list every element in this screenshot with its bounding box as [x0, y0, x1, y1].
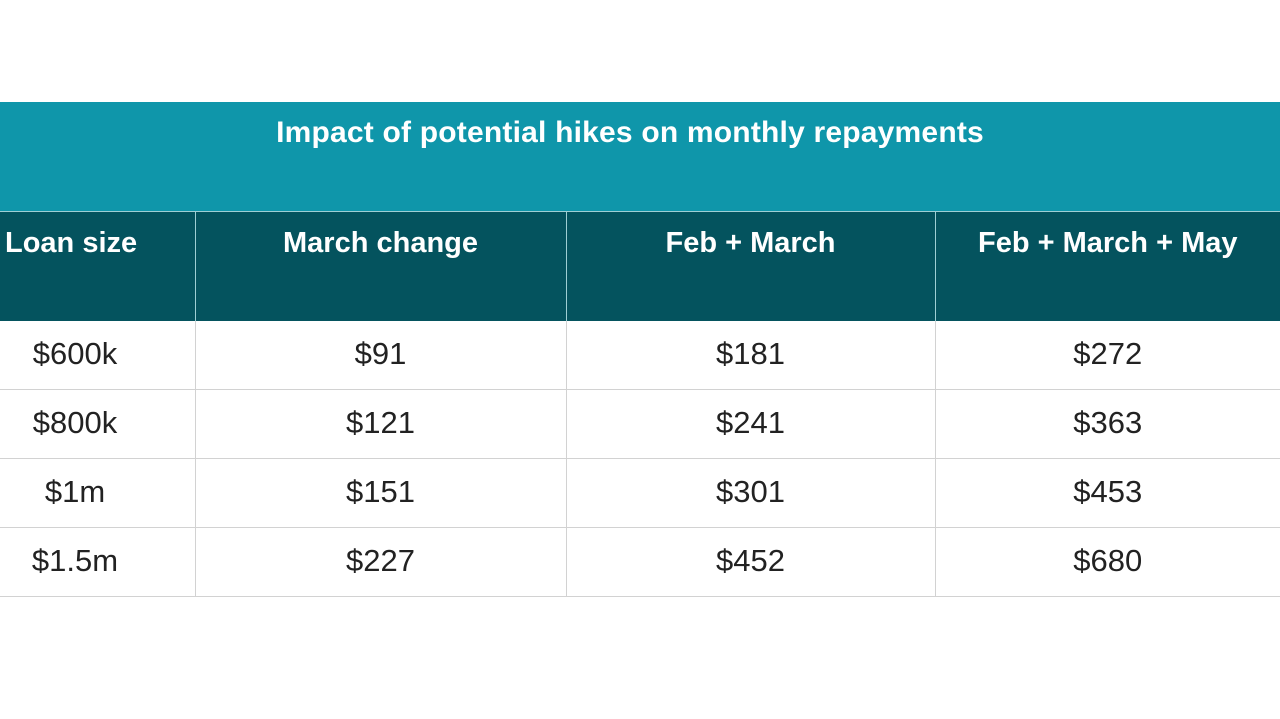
- cell-feb-march: $181: [565, 320, 935, 390]
- header-march-change: March change: [194, 211, 566, 321]
- table-row: $600k $91 $181 $272: [0, 320, 1280, 390]
- cell-loan-size-text: $1.5m: [31, 543, 119, 578]
- cell-feb-march: $301: [565, 458, 935, 528]
- cell-loan-size-text: $600k: [32, 335, 118, 371]
- header-feb-march-may: Feb + March + May: [934, 211, 1280, 321]
- header-loan-size: Loan size: [0, 211, 195, 321]
- cell-feb-march-may: $363: [934, 389, 1280, 459]
- cell-loan-size: $600k: [0, 320, 195, 390]
- cell-feb-march: $452: [565, 527, 935, 597]
- cell-march-change: $91: [194, 320, 566, 390]
- cell-loan-size-text: $800k: [32, 405, 118, 440]
- table-row: $800k $121 $241 $363: [0, 389, 1280, 459]
- cell-feb-march: $241: [565, 389, 935, 459]
- repayment-table: Loan size March change Feb + March Feb +…: [0, 211, 1280, 597]
- cell-loan-size: $800k: [0, 389, 195, 459]
- cell-march-change: $121: [194, 389, 566, 459]
- cell-feb-march-may: $680: [934, 527, 1280, 597]
- cell-loan-size-text: $1m: [44, 474, 106, 509]
- cell-march-change: $151: [194, 458, 566, 528]
- table-row: $1m $151 $301 $453: [0, 458, 1280, 528]
- cell-feb-march-may: $453: [934, 458, 1280, 528]
- cell-feb-march-may: $272: [934, 320, 1280, 390]
- header-feb-march: Feb + March: [565, 211, 935, 321]
- header-row: Loan size March change Feb + March Feb +…: [0, 211, 1280, 321]
- title-bar: Impact of potential hikes on monthly rep…: [0, 102, 1280, 211]
- cell-loan-size: $1m: [0, 458, 195, 528]
- table-row: $1.5m $227 $452 $680: [0, 527, 1280, 597]
- table-title: Impact of potential hikes on monthly rep…: [276, 116, 984, 149]
- cell-march-change: $227: [194, 527, 566, 597]
- cell-loan-size: $1.5m: [0, 527, 195, 597]
